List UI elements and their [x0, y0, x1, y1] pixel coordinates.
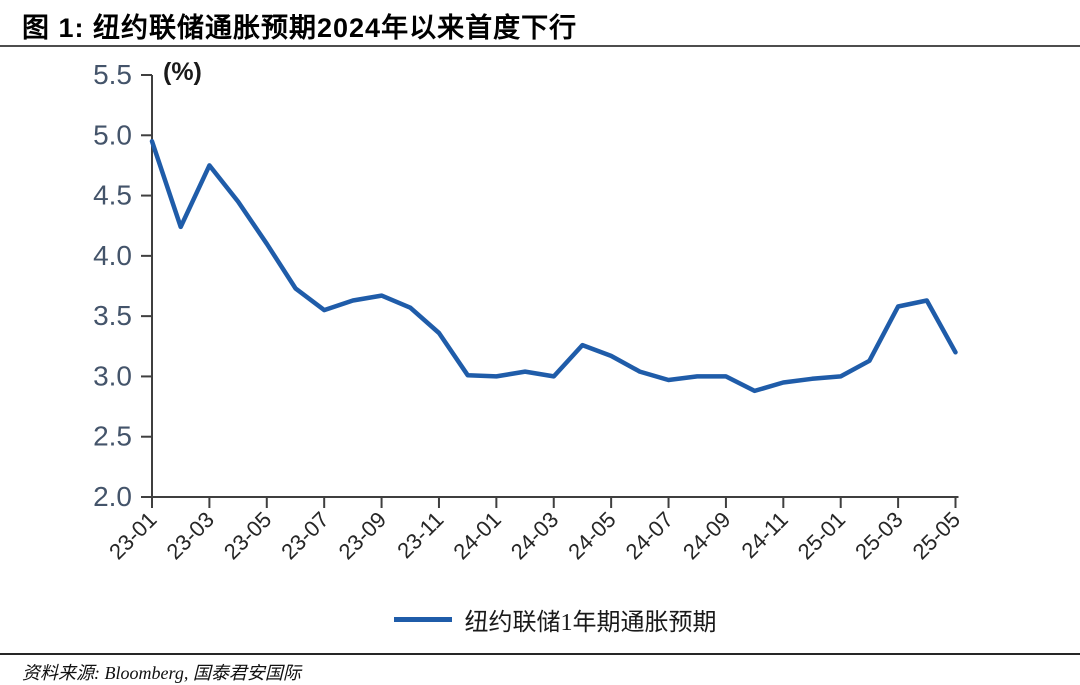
y-tick-label: 3.5	[93, 300, 132, 331]
y-tick-label: 2.0	[93, 481, 132, 512]
y-tick-label: 3.0	[93, 360, 132, 391]
y-axis-unit-label: (%)	[163, 58, 202, 86]
x-tick-label: 23-11	[392, 507, 448, 563]
x-tick-label: 23-05	[219, 507, 276, 564]
y-tick-label: 4.0	[93, 240, 132, 271]
series-line-纽约联储1年期通胀预期	[149, 139, 958, 394]
x-tick-label: 23-07	[276, 507, 333, 564]
y-axis: 2.0 2.5 3.0 3.5 4.0 4.5 5.0 5.5	[93, 59, 152, 512]
x-tick-label: 24-05	[563, 507, 620, 564]
legend-line-marker	[393, 616, 452, 622]
y-tick-label: 2.5	[93, 421, 132, 452]
y-tick-label: 5.0	[93, 119, 132, 150]
x-tick-label: 23-03	[161, 507, 218, 564]
x-axis: 23-01 23-03 23-05 23-07 23-09 23-11 24-01 24-03…	[104, 497, 965, 564]
x-tick-label: 24-03	[506, 507, 563, 564]
source-divider	[0, 653, 1080, 655]
x-tick-label: 25-03	[850, 507, 907, 564]
x-tick-label: 25-05	[908, 507, 965, 564]
x-tick-label: 24-07	[621, 507, 678, 564]
title-divider	[0, 45, 1080, 47]
x-tick-label: 24-09	[678, 507, 735, 564]
x-tick-label: 24-11	[737, 507, 793, 563]
legend-label: 纽约联储1年期通胀预期	[464, 609, 717, 636]
inflation-expectation-line-chart: 2.02.53.03.54.04.55.05.523-01 23-03 23-05 2…	[93, 59, 965, 564]
y-tick-label: 4.5	[93, 180, 132, 211]
x-tick-label: 23-01	[104, 507, 161, 564]
x-tick-label: 25-01	[793, 507, 850, 564]
source-text: 资料来源: Bloomberg, 国泰君安国际	[22, 663, 301, 683]
legend: 纽约联储1年期通胀预期	[152, 600, 958, 638]
x-tick-label: 23-09	[334, 507, 391, 564]
chart-title: 图 1: 纽约联储通胀预期2024年以来首度下行	[22, 13, 578, 43]
y-tick-label: 5.5	[93, 59, 132, 90]
x-tick-label: 24-01	[448, 507, 505, 564]
